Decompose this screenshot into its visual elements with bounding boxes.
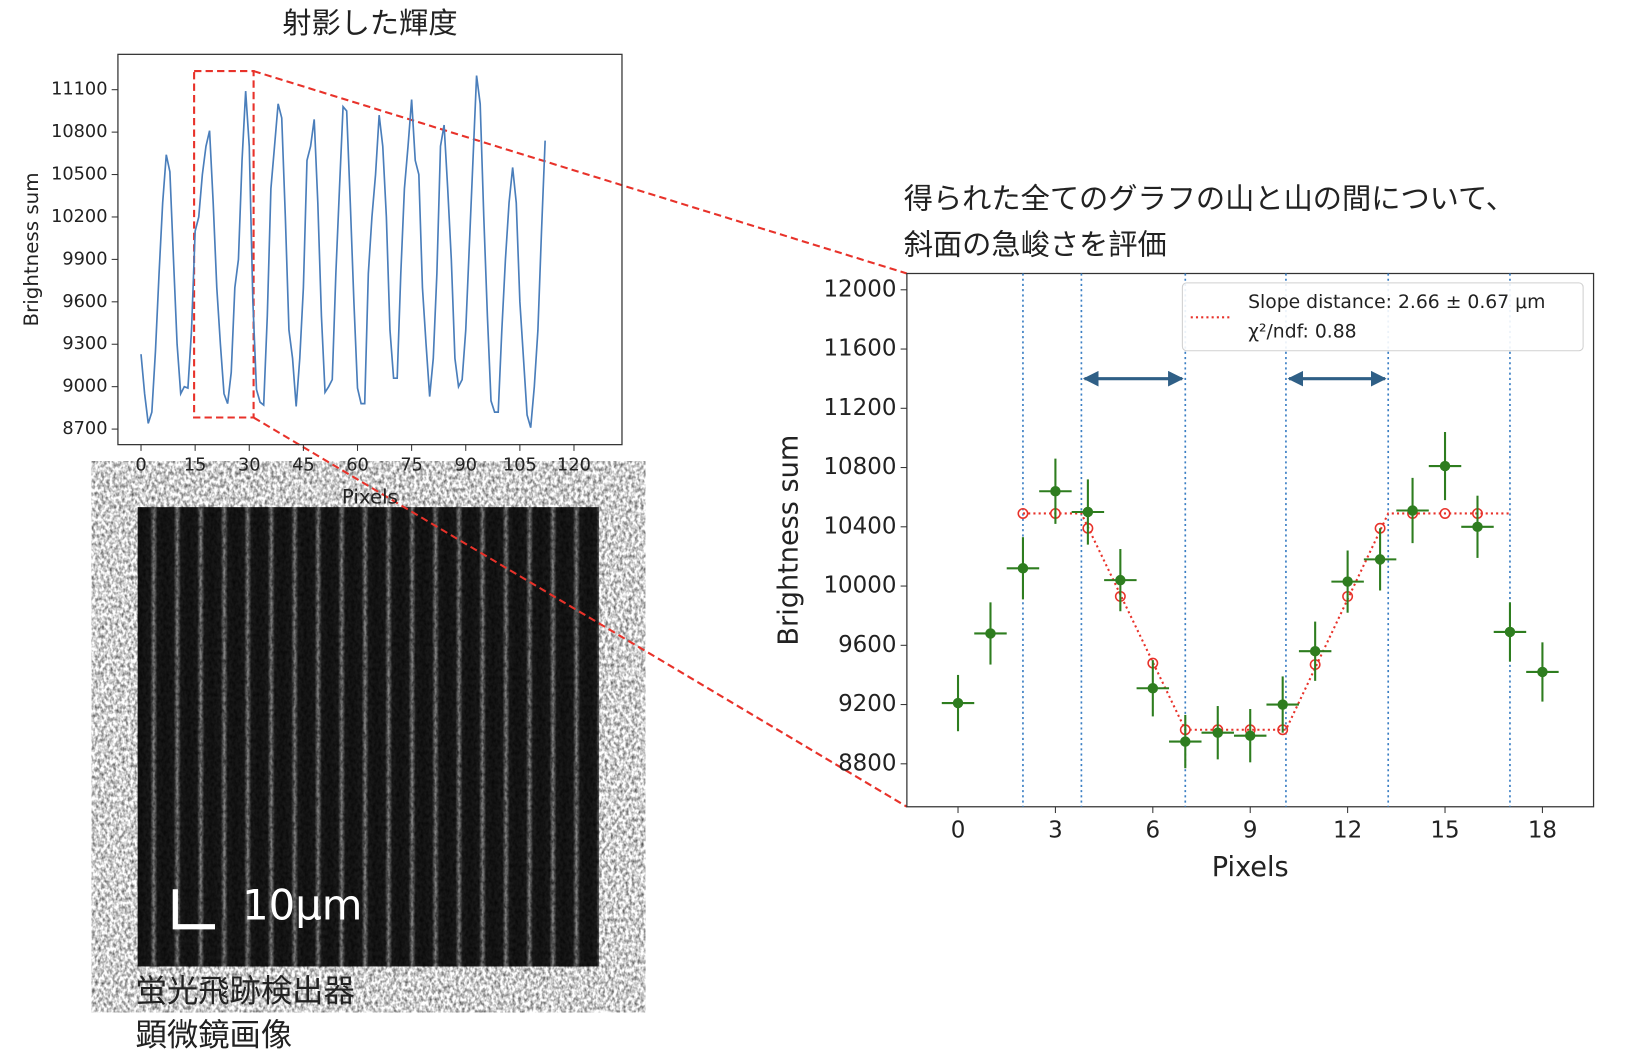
y-tick-label: 10000 xyxy=(823,573,896,599)
micrograph: 10μm xyxy=(137,507,600,967)
fit-point xyxy=(1439,507,1451,519)
x-tick-label: 3 xyxy=(1048,817,1063,843)
legend-label: Slope distance: 2.66 ± 0.67 μm xyxy=(1248,292,1545,313)
data-point xyxy=(1537,666,1548,678)
x-tick-label: 12 xyxy=(1333,817,1362,843)
y-tick-label: 12000 xyxy=(823,276,896,302)
data-line xyxy=(140,75,546,428)
scale-bar xyxy=(172,889,215,930)
y-tick-label: 11200 xyxy=(823,395,896,421)
data-point xyxy=(1504,626,1516,638)
data-point xyxy=(1309,646,1321,657)
data-point xyxy=(1115,574,1126,586)
caption: 蛍光飛跡検出器 xyxy=(136,974,355,1010)
data-point xyxy=(1407,505,1418,516)
y-tick-label: 10800 xyxy=(823,454,896,480)
x-tick-label: 15 xyxy=(184,456,207,476)
y-tick-label: 10800 xyxy=(51,122,107,142)
fit-point xyxy=(1017,507,1029,519)
data-point xyxy=(1147,683,1159,694)
x-tick-label: 105 xyxy=(503,456,537,476)
y-tick-label: 9600 xyxy=(838,632,896,658)
y-tick-label: 10400 xyxy=(823,513,896,539)
y-tick-label: 9000 xyxy=(62,377,107,397)
chart-title: 射影した輝度 xyxy=(282,6,457,40)
data-point xyxy=(1374,554,1386,565)
data-point xyxy=(1472,521,1483,533)
legend-box xyxy=(1181,282,1584,352)
data-point xyxy=(985,628,996,639)
x-axis-label: Pixels xyxy=(1212,852,1289,883)
data-point xyxy=(1212,727,1223,738)
annotation: 得られた全てのグラフの山と山の間について、 xyxy=(904,181,1515,215)
x-tick-label: 120 xyxy=(557,456,591,476)
x-axis-label: Pixels xyxy=(342,485,398,508)
x-tick-label: 0 xyxy=(135,456,146,476)
x-tick-label: 6 xyxy=(1146,817,1161,843)
legend-label: χ²/ndf: 0.88 xyxy=(1248,321,1357,342)
x-tick-label: 75 xyxy=(400,456,423,476)
y-tick-label: 8700 xyxy=(62,419,107,439)
data-point xyxy=(1050,486,1061,497)
x-tick-label: 15 xyxy=(1430,817,1459,843)
y-tick-label: 8800 xyxy=(838,750,896,776)
data-point xyxy=(1277,699,1288,710)
data-point xyxy=(1245,730,1256,741)
x-tick-label: 90 xyxy=(454,456,477,476)
x-tick-label: 18 xyxy=(1528,817,1557,843)
y-tick-label: 9200 xyxy=(838,691,896,717)
x-tick-label: 9 xyxy=(1243,817,1258,843)
y-axis-label: Brightness sum xyxy=(20,172,43,326)
data-point xyxy=(1017,563,1029,574)
x-tick-label: 30 xyxy=(238,456,261,476)
data-point xyxy=(952,697,964,709)
y-tick-label: 10200 xyxy=(51,207,107,227)
fit-line xyxy=(1022,512,1510,731)
data-point xyxy=(1180,736,1191,747)
y-tick-label: 9300 xyxy=(62,334,107,354)
data-point xyxy=(1439,460,1451,472)
x-tick-label: 60 xyxy=(346,456,369,476)
y-tick-label: 11100 xyxy=(51,80,107,100)
data-point xyxy=(1082,506,1094,518)
scale-label: 10μm xyxy=(242,880,362,929)
y-tick-label: 9900 xyxy=(62,249,107,269)
plot-frame xyxy=(117,53,623,446)
x-tick-label: 45 xyxy=(292,456,315,476)
caption: 顕微鏡画像 xyxy=(136,1017,293,1050)
x-tick-label: 0 xyxy=(951,817,966,843)
y-tick-label: 11600 xyxy=(823,336,896,362)
annotation: 斜面の急峻さを評価 xyxy=(904,227,1167,261)
y-tick-label: 10500 xyxy=(51,165,107,185)
y-tick-label: 9600 xyxy=(62,292,107,312)
y-axis-label: Brightness sum xyxy=(773,435,804,646)
data-point xyxy=(1342,576,1353,587)
